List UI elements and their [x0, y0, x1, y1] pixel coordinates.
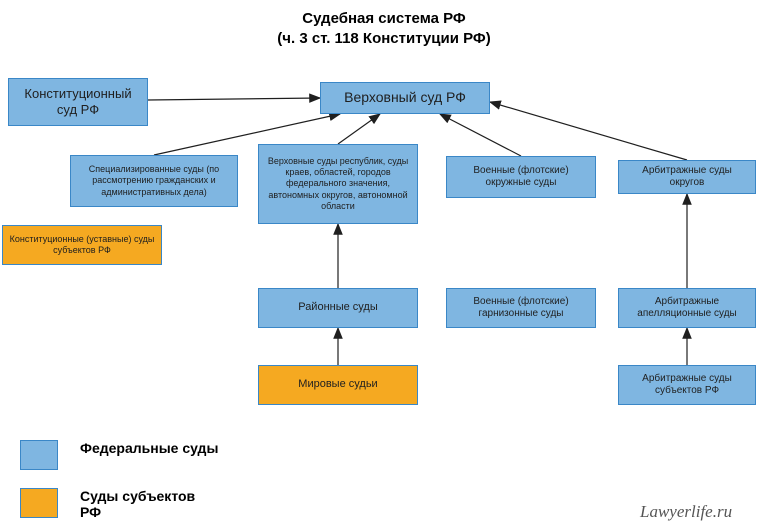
- node-mir: Мировые судьи: [258, 365, 418, 405]
- edge-arb_okr-verh: [490, 102, 687, 160]
- title-line-1: Судебная система РФ: [0, 10, 768, 27]
- legend-subject-swatch: [20, 488, 58, 518]
- legend-federal-swatch: [20, 440, 58, 470]
- node-spec: Специализированные суды (по рассмотрению…: [70, 155, 238, 207]
- node-konst: Конституционный суд РФ: [8, 78, 148, 126]
- node-voen_okr: Военные (флотские) окружные суды: [446, 156, 596, 198]
- edge-voen_okr-verh: [440, 114, 521, 156]
- node-konst_subj: Конституционные (уставные) суды субъекто…: [2, 225, 162, 265]
- edge-konst-verh: [148, 98, 320, 100]
- node-arb_subj: Арбитражные суды субъектов РФ: [618, 365, 756, 405]
- node-arb_app: Арбитражные апелляционные суды: [618, 288, 756, 328]
- legend-subject-label: Суды субъектов РФ: [80, 488, 220, 520]
- watermark: Lawyerlife.ru: [640, 502, 732, 522]
- node-verh: Верховный суд РФ: [320, 82, 490, 114]
- node-garn: Военные (флотские) гарнизонные суды: [446, 288, 596, 328]
- legend-federal-label: Федеральные суды: [80, 440, 220, 456]
- node-arb_okr: Арбитражные суды округов: [618, 160, 756, 194]
- node-raion: Районные суды: [258, 288, 418, 328]
- node-resp: Верховные суды республик, суды краев, об…: [258, 144, 418, 224]
- title-line-2: (ч. 3 ст. 118 Конституции РФ): [0, 30, 768, 47]
- edge-resp-verh: [338, 114, 380, 144]
